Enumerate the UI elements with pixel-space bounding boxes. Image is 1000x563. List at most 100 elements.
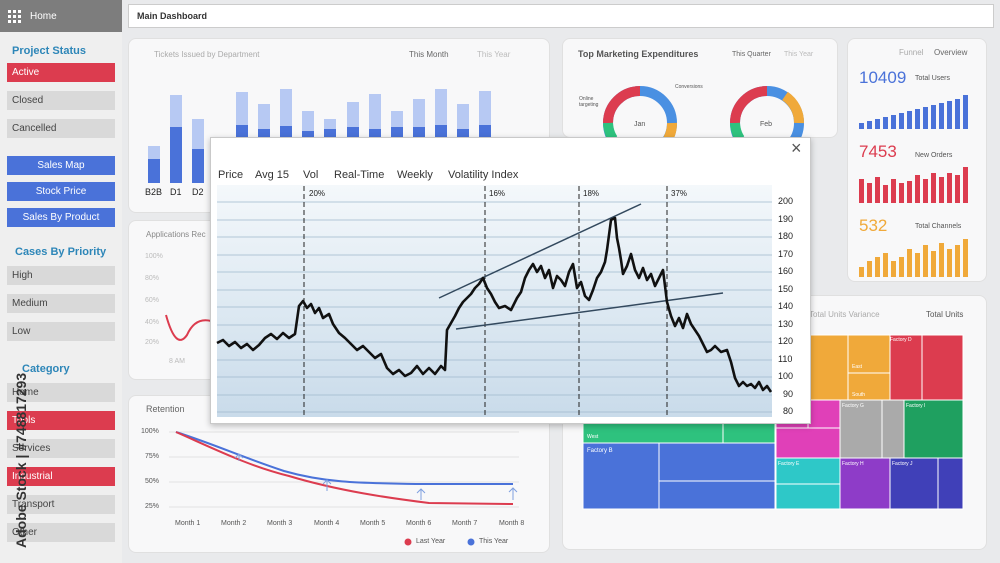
treemap-label-factory-e: Factory E bbox=[778, 461, 800, 467]
ret-month-5: Month 5 bbox=[360, 520, 386, 527]
tab-overview[interactable]: Overview bbox=[934, 48, 968, 57]
funnel-card: Funnel Overview 10409 Total Users 7453 N… bbox=[847, 38, 987, 282]
ret-tick-100: 100% bbox=[141, 428, 159, 435]
treemap-label-east: East bbox=[852, 364, 863, 370]
app-tick-20: 20% bbox=[145, 339, 160, 346]
y-tick-100: 100 bbox=[778, 371, 794, 381]
treemap-label-factory-j: Factory J bbox=[892, 461, 913, 467]
dept-label-d2: D2 bbox=[192, 187, 204, 197]
tab-marketing-this-year[interactable]: This Year bbox=[784, 51, 814, 58]
marker-18: 18% bbox=[583, 189, 600, 198]
tab-total-units[interactable]: Total Units bbox=[926, 310, 964, 319]
tab-vol[interactable]: Vol bbox=[303, 169, 319, 181]
tab-this-year[interactable]: This Year bbox=[477, 50, 511, 59]
marker-37: 37% bbox=[671, 189, 688, 198]
watermark: Adobe Stock | #748817293 bbox=[13, 372, 29, 548]
app-xlabel: 8 AM bbox=[169, 358, 185, 365]
treemap-title: Total Units Variance bbox=[809, 310, 880, 319]
marker-16: 16% bbox=[489, 189, 506, 198]
app-tick-100: 100% bbox=[145, 253, 163, 260]
donut-conversions-label: Conversions bbox=[675, 84, 703, 90]
ret-month-2: Month 2 bbox=[221, 520, 247, 527]
y-tick-120: 120 bbox=[778, 336, 794, 346]
marketing-card: Top Marketing Expenditures This Quarter … bbox=[562, 38, 838, 139]
category-item-transport[interactable]: Transport bbox=[7, 495, 115, 514]
y-tick-130: 130 bbox=[778, 319, 794, 329]
treemap-label-factory-g: Factory G bbox=[842, 403, 864, 409]
new-orders-value: 7453 bbox=[859, 142, 897, 161]
y-tick-190: 190 bbox=[778, 214, 794, 224]
marker-20: 20% bbox=[309, 189, 326, 198]
tickets-bar-chart bbox=[148, 89, 491, 183]
status-item-closed[interactable]: Closed bbox=[7, 91, 115, 110]
priority-item-medium[interactable]: Medium bbox=[7, 294, 115, 313]
tickets-title: Tickets Issued by Department bbox=[154, 50, 260, 59]
y-tick-150: 150 bbox=[778, 284, 794, 294]
treemap-label-factory-i: Factory I bbox=[906, 403, 926, 409]
treemap-label-factory-d: Factory D bbox=[890, 337, 912, 343]
category-item-other[interactable]: Other bbox=[7, 523, 115, 542]
stock-price-popup: × Price Avg 15 Vol Real-Time Weekly Vola… bbox=[210, 137, 811, 424]
app-tick-60: 60% bbox=[145, 297, 160, 304]
tab-weekly[interactable]: Weekly bbox=[397, 169, 433, 181]
retention-title: Retention bbox=[146, 404, 185, 414]
legend-this-year: This Year bbox=[479, 538, 509, 545]
funnel-bars bbox=[859, 95, 968, 277]
marketing-title: Top Marketing Expenditures bbox=[578, 49, 699, 59]
tab-funnel[interactable]: Funnel bbox=[899, 48, 924, 57]
tab-volatility-index[interactable]: Volatility Index bbox=[448, 169, 519, 181]
close-icon[interactable]: × bbox=[791, 138, 802, 158]
stock-chart bbox=[216, 185, 773, 417]
treemap-label-west: West bbox=[587, 434, 599, 440]
priority-item-high[interactable]: High bbox=[7, 266, 115, 285]
status-item-active[interactable]: Active bbox=[7, 63, 115, 82]
ret-month-6: Month 6 bbox=[406, 520, 432, 527]
page-title: Main Dashboard bbox=[137, 11, 208, 21]
applications-card: Applications Rec 100% 80% 60% 40% 20% 8 … bbox=[128, 220, 218, 380]
legend-last-year: Last Year bbox=[416, 538, 446, 545]
y-tick-180: 180 bbox=[778, 231, 794, 241]
app-tick-80: 80% bbox=[145, 275, 160, 282]
donut-online-label: Online targeting bbox=[579, 96, 599, 108]
tab-avg15[interactable]: Avg 15 bbox=[255, 169, 290, 181]
ret-tick-25: 25% bbox=[145, 503, 160, 510]
main-dashboard-header: Main Dashboard bbox=[128, 4, 994, 28]
donut-jan-label: Jan bbox=[634, 121, 646, 128]
tab-real-time[interactable]: Real-Time bbox=[334, 169, 385, 181]
treemap-label-south: South bbox=[852, 392, 866, 398]
stock-price-button[interactable]: Stock Price bbox=[7, 182, 115, 201]
treemap-label-factory-h: Factory H bbox=[842, 461, 864, 467]
home-button[interactable]: Home bbox=[0, 0, 122, 32]
category-item-tools[interactable]: Tools bbox=[7, 411, 115, 430]
sidebar: Home Project Status Active Closed Cancel… bbox=[0, 0, 122, 563]
home-label: Home bbox=[30, 10, 57, 22]
tab-this-quarter[interactable]: This Quarter bbox=[732, 51, 771, 58]
grid-menu-icon bbox=[8, 9, 21, 23]
y-tick-170: 170 bbox=[778, 249, 794, 259]
status-item-cancelled[interactable]: Cancelled bbox=[7, 119, 115, 138]
channels-value: 532 bbox=[859, 216, 888, 235]
applications-line bbox=[165, 314, 212, 341]
channels-label: Total Channels bbox=[915, 223, 962, 230]
tab-price[interactable]: Price bbox=[218, 169, 244, 181]
category-title: Category bbox=[22, 363, 70, 375]
ret-month-3: Month 3 bbox=[267, 520, 293, 527]
dept-label-b2b: B2B bbox=[145, 187, 163, 197]
ret-month-8: Month 8 bbox=[499, 520, 525, 527]
category-item-industrial[interactable]: Industrial bbox=[7, 467, 115, 486]
y-tick-160: 160 bbox=[778, 266, 794, 276]
app-tick-40: 40% bbox=[145, 319, 160, 326]
sales-by-product-button[interactable]: Sales By Product bbox=[7, 208, 115, 227]
y-tick-200: 200 bbox=[778, 196, 794, 206]
tab-this-month[interactable]: This Month bbox=[409, 50, 449, 59]
retention-chart bbox=[169, 431, 519, 546]
sales-map-button[interactable]: Sales Map bbox=[7, 156, 115, 175]
new-orders-label: New Orders bbox=[915, 152, 953, 159]
ret-tick-50: 50% bbox=[145, 478, 160, 485]
donut-feb-label: Feb bbox=[760, 121, 773, 128]
dept-label-d1: D1 bbox=[170, 187, 182, 197]
total-users-value: 10409 bbox=[859, 68, 907, 87]
category-item-home[interactable]: Home bbox=[7, 383, 115, 402]
category-item-services[interactable]: Services bbox=[7, 439, 115, 458]
priority-item-low[interactable]: Low bbox=[7, 322, 115, 341]
